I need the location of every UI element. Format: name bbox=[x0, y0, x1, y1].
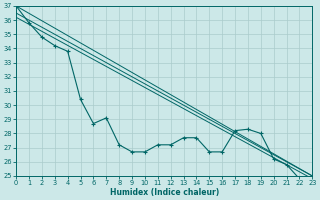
X-axis label: Humidex (Indice chaleur): Humidex (Indice chaleur) bbox=[110, 188, 219, 197]
